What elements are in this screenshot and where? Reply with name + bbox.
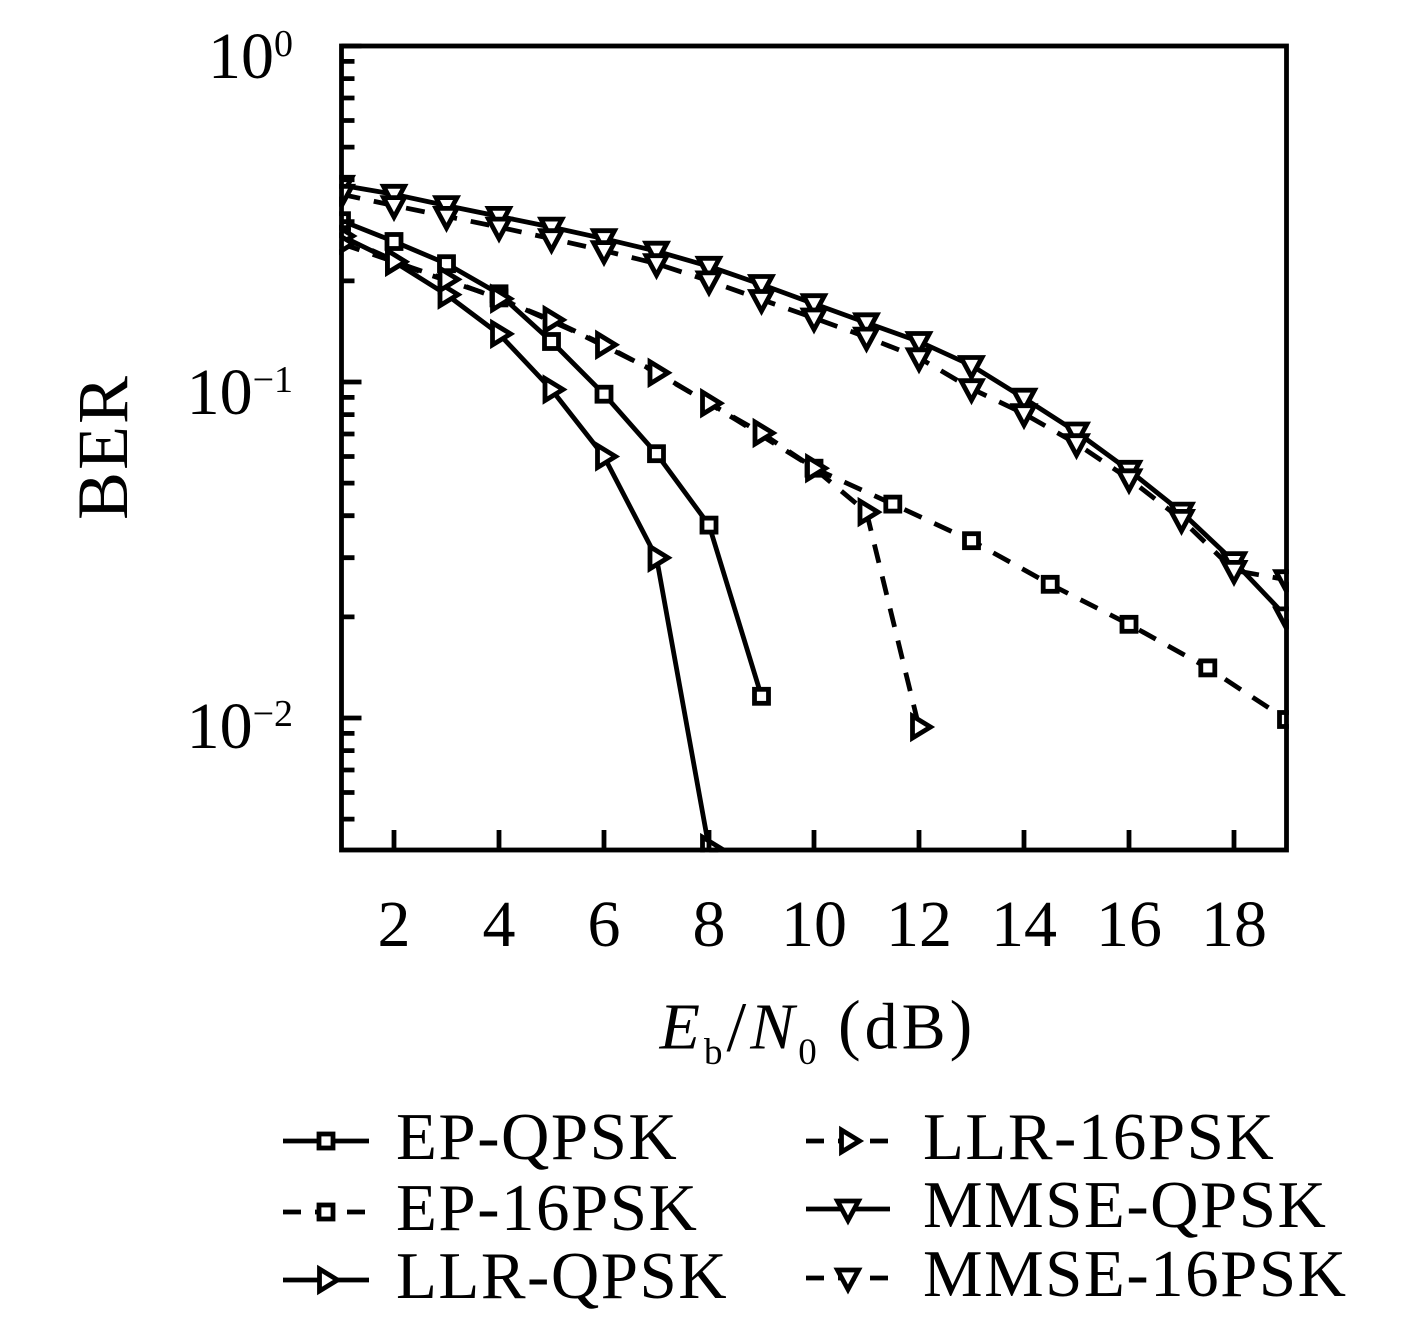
svg-text:16: 16: [1096, 888, 1162, 961]
svg-text:6: 6: [588, 888, 621, 961]
svg-text:LLR-QPSK: LLR-QPSK: [396, 1239, 728, 1313]
svg-text:12: 12: [886, 888, 952, 961]
svg-text:LLR-16PSK: LLR-16PSK: [923, 1100, 1275, 1174]
svg-text:8: 8: [693, 888, 726, 961]
svg-text:10−1: 10−1: [187, 356, 293, 429]
svg-text:4: 4: [483, 888, 516, 961]
svg-text:Eb/N0 (dB): Eb/N0 (dB): [659, 986, 977, 1073]
svg-text:EP-16PSK: EP-16PSK: [396, 1171, 698, 1245]
svg-text:18: 18: [1201, 888, 1267, 961]
svg-text:2: 2: [378, 888, 411, 961]
svg-text:BER: BER: [63, 374, 143, 520]
svg-text:MMSE-QPSK: MMSE-QPSK: [923, 1168, 1327, 1242]
svg-text:14: 14: [991, 888, 1057, 961]
svg-text:MMSE-16PSK: MMSE-16PSK: [923, 1237, 1348, 1311]
svg-text:EP-QPSK: EP-QPSK: [396, 1100, 678, 1174]
svg-text:10: 10: [781, 888, 847, 961]
